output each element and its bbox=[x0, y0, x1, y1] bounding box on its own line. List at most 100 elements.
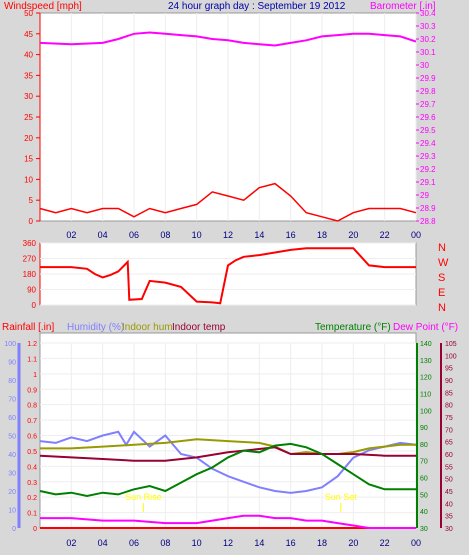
dewpoint-tick-label: 75 bbox=[445, 415, 453, 422]
humidity-tick-label: 60 bbox=[8, 415, 16, 422]
legend-item: Humidity (%) bbox=[67, 322, 124, 333]
x-tick-label: 04 bbox=[98, 538, 108, 548]
legend-item: Dew Point (°F) bbox=[393, 322, 458, 333]
temperature-tick-label: 70 bbox=[420, 459, 428, 466]
rain-tick-label: 0.7 bbox=[27, 418, 37, 425]
baro-tick-label: 29.7 bbox=[420, 100, 436, 109]
humidity-tick-label: 20 bbox=[8, 489, 16, 496]
x-tick-label: 14 bbox=[254, 538, 264, 548]
dewpoint-tick-label: 50 bbox=[445, 477, 453, 484]
x-tick-label: 10 bbox=[192, 538, 202, 548]
x-tick-label: 06 bbox=[129, 538, 139, 548]
dewpoint-tick-label: 70 bbox=[445, 427, 453, 434]
dewpoint-tick-label: 65 bbox=[445, 440, 453, 447]
x-tick-label: 02 bbox=[66, 538, 76, 548]
baro-tick-label: 28.8 bbox=[420, 217, 436, 226]
rain-tick-label: 1.2 bbox=[27, 341, 37, 348]
temperature-tick-label: 30 bbox=[420, 526, 428, 533]
wind-tick-label: 5 bbox=[29, 196, 34, 205]
humidity-tick-label: 40 bbox=[8, 452, 16, 459]
x-tick-label: 02 bbox=[66, 230, 76, 240]
dewpoint-tick-label: 85 bbox=[445, 390, 453, 397]
baro-tick-label: 30.4 bbox=[420, 9, 436, 18]
baro-tick-label: 29.9 bbox=[420, 74, 436, 83]
temperature-tick-label: 130 bbox=[420, 358, 432, 365]
wind-tick-label: 15 bbox=[24, 155, 33, 164]
rain-tick-label: 1.1 bbox=[27, 356, 37, 363]
direction-tick-label: 360 bbox=[23, 239, 37, 248]
temperature-tick-label: 110 bbox=[420, 391, 431, 398]
x-tick-label: 08 bbox=[160, 538, 170, 548]
humidity-tick-label: 80 bbox=[8, 378, 16, 385]
x-tick-label: 22 bbox=[380, 230, 390, 240]
temperature-tick-label: 100 bbox=[420, 408, 432, 415]
rain-tick-label: 0.5 bbox=[27, 449, 37, 456]
baro-tick-label: 29.1 bbox=[420, 178, 436, 187]
humidity-tick-label: 30 bbox=[8, 471, 16, 478]
legend-item: Temperature (°F) bbox=[315, 322, 391, 333]
rain-tick-label: 0.8 bbox=[27, 403, 37, 410]
baro-tick-label: 30 bbox=[420, 61, 429, 70]
sun-annotation: Sun Set bbox=[325, 492, 358, 502]
humidity-tick-label: 50 bbox=[8, 434, 16, 441]
wind-tick-label: 10 bbox=[24, 175, 33, 184]
wind-tick-label: 35 bbox=[24, 71, 33, 80]
dewpoint-line bbox=[40, 514, 416, 529]
dewpoint-tick-label: 80 bbox=[445, 403, 453, 410]
baro-tick-label: 29.4 bbox=[420, 139, 436, 148]
rain-tick-label: 0.6 bbox=[27, 434, 37, 441]
rain-tick-label: 0.3 bbox=[27, 480, 37, 487]
baro-tick-label: 30.1 bbox=[420, 48, 436, 57]
x-tick-label: 18 bbox=[317, 538, 327, 548]
baro-tick-label: 30.2 bbox=[420, 35, 436, 44]
wind-tick-label: 25 bbox=[24, 113, 33, 122]
dewpoint-tick-label: 90 bbox=[445, 378, 453, 385]
x-tick-label: 22 bbox=[380, 538, 390, 548]
dewpoint-tick-label: 100 bbox=[445, 353, 457, 360]
compass-label: W bbox=[438, 257, 449, 269]
x-tick-label: 10 bbox=[192, 230, 202, 240]
wind-tick-label: 30 bbox=[24, 92, 33, 101]
rain-tick-label: 1 bbox=[33, 372, 37, 379]
baro-tick-label: 29.2 bbox=[420, 165, 436, 174]
x-tick-label: 08 bbox=[160, 230, 170, 240]
legend-item: Indoor temp bbox=[172, 322, 226, 333]
humidity-line bbox=[39, 430, 417, 494]
wind-tick-label: 0 bbox=[29, 217, 34, 226]
temperature-tick-label: 80 bbox=[420, 442, 428, 449]
humidity-tick-label: 90 bbox=[8, 360, 16, 367]
x-tick-label: 12 bbox=[223, 230, 233, 240]
x-tick-label: 06 bbox=[129, 230, 139, 240]
x-tick-label: 12 bbox=[223, 538, 233, 548]
rain-tick-label: 0 bbox=[33, 526, 37, 533]
direction-tick-label: 270 bbox=[23, 255, 37, 264]
temperature-tick-label: 40 bbox=[420, 509, 428, 516]
direction-tick-label: 180 bbox=[23, 270, 37, 279]
humidity-tick-label: 70 bbox=[8, 397, 16, 404]
compass-label: N bbox=[438, 242, 446, 254]
temperature-line bbox=[39, 442, 416, 498]
compass-label: N bbox=[438, 302, 446, 314]
baro-tick-label: 29.6 bbox=[420, 113, 436, 122]
compass-label: S bbox=[438, 272, 445, 284]
x-tick-label: 14 bbox=[254, 230, 264, 240]
dewpoint-tick-label: 55 bbox=[445, 464, 453, 471]
humidity-tick-label: 10 bbox=[8, 508, 16, 515]
legend-item: Rainfall [.in] bbox=[2, 322, 54, 333]
dewpoint-tick-label: 60 bbox=[445, 452, 453, 459]
baro-tick-label: 30.3 bbox=[420, 22, 436, 31]
dewpoint-tick-label: 35 bbox=[445, 514, 453, 521]
compass-label: E bbox=[438, 287, 445, 299]
wind-tick-label: 50 bbox=[24, 9, 33, 18]
temperature-tick-label: 60 bbox=[420, 476, 428, 483]
baro-tick-label: 29 bbox=[420, 191, 429, 200]
dewpoint-tick-label: 45 bbox=[445, 489, 453, 496]
wind-tick-label: 40 bbox=[24, 51, 33, 60]
dewpoint-tick-label: 105 bbox=[445, 341, 457, 348]
rain-tick-label: 0.4 bbox=[27, 464, 37, 471]
wind-axis-label: Windspeed [mph] bbox=[4, 1, 82, 12]
x-tick-label: 04 bbox=[98, 230, 108, 240]
baro-tick-label: 28.9 bbox=[420, 204, 436, 213]
humidity-tick-label: 100 bbox=[4, 341, 16, 348]
